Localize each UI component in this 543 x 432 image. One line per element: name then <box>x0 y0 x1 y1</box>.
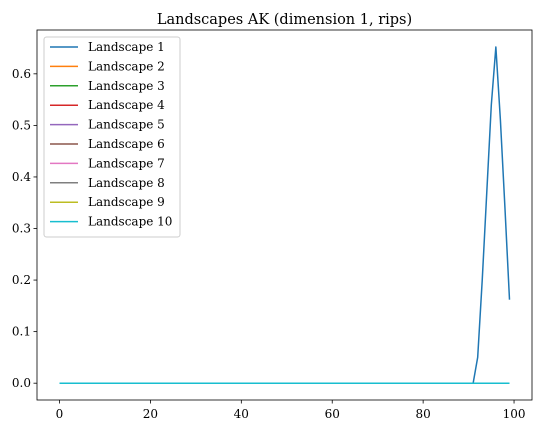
x-tick-label: 100 <box>503 407 526 421</box>
x-tick-label: 20 <box>143 407 158 421</box>
y-tick-label: 0.4 <box>12 170 31 184</box>
plot-area <box>59 46 511 384</box>
legend-label: Landscape 7 <box>88 156 165 170</box>
legend-label: Landscape 10 <box>88 215 172 229</box>
legend-label: Landscape 8 <box>88 176 165 190</box>
y-tick-label: 0.1 <box>12 325 31 339</box>
chart-title: Landscapes AK (dimension 1, rips) <box>157 12 412 28</box>
y-tick-label: 0.5 <box>12 118 31 132</box>
x-tick-label: 40 <box>234 407 249 421</box>
legend: Landscape 1 Landscape 2 Landscape 3 Landsca… <box>43 36 181 238</box>
x-tick-label: 60 <box>325 407 340 421</box>
y-tick-label: 0.2 <box>12 273 31 287</box>
legend-label: Landscape 3 <box>88 79 165 93</box>
legend-label: Landscape 1 <box>88 40 165 54</box>
y-tick-label: 0.3 <box>12 222 31 236</box>
legend-box <box>43 36 181 238</box>
series-line-1 <box>59 46 511 384</box>
y-tick-label: 0.6 <box>12 67 31 81</box>
legend-label: Landscape 9 <box>88 195 165 209</box>
legend-label: Landscape 4 <box>88 98 165 112</box>
legend-label: Landscape 5 <box>88 118 165 132</box>
x-tick-label: 80 <box>415 407 430 421</box>
legend-label: Landscape 2 <box>88 59 165 73</box>
legend-label: Landscape 6 <box>88 137 165 151</box>
axes-frame <box>36 29 533 401</box>
x-tick-label: 0 <box>56 407 64 421</box>
y-tick-label: 0.0 <box>12 376 31 390</box>
axis-ticks: 0 20 40 60 80 100 0.0 0.1 0.2 0.3 0.4 0.5 0.6 <box>12 67 526 421</box>
